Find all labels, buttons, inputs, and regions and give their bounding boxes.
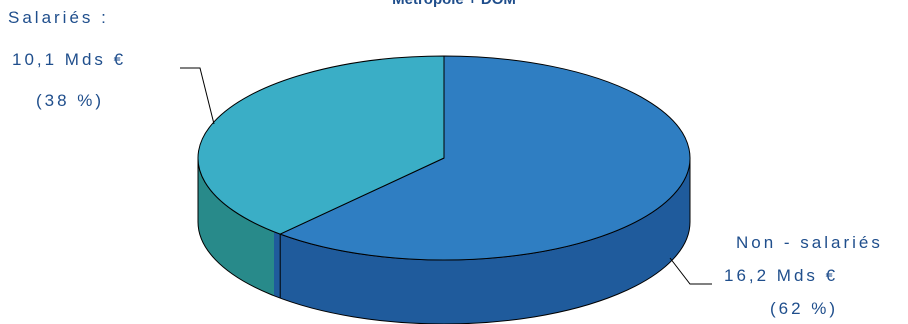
label-salaries-name: Salariés : <box>8 8 109 27</box>
label-salaries-amount: 10,1 Mds € <box>12 50 127 69</box>
leader-non-salaries <box>669 257 712 285</box>
chart-title: Métropole + DOM <box>0 0 908 8</box>
leader-salaries <box>180 67 215 125</box>
label-non-salaries-name: Non - salariés <box>736 233 883 252</box>
slice-salaries <box>197 55 445 235</box>
leader-lines <box>180 67 712 285</box>
label-salaries-share: (38 %) <box>36 91 105 110</box>
label-non-salaries-share: (62 %) <box>770 299 839 318</box>
pie-top <box>197 55 691 261</box>
side-salaries <box>197 157 274 297</box>
slice-non-salaries <box>278 55 691 261</box>
label-non-salaries-amount: 16,2 Mds € <box>724 266 839 285</box>
